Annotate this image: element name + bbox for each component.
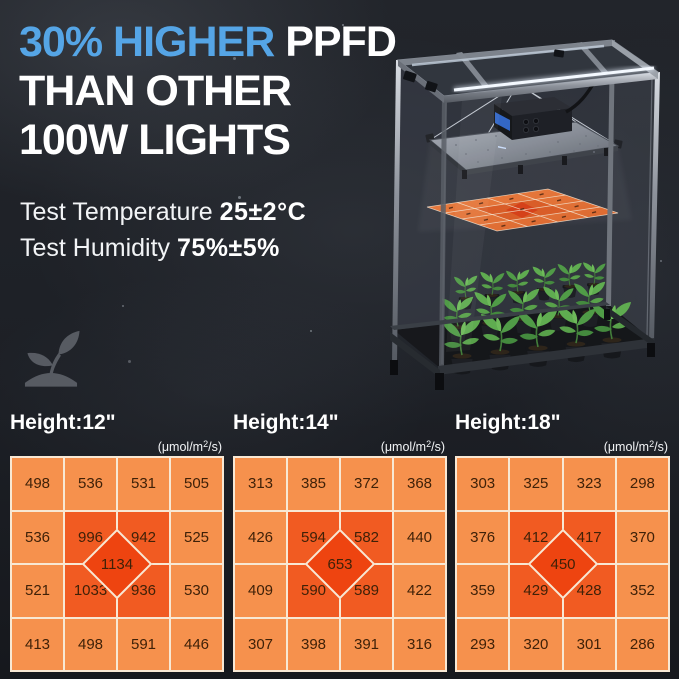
table-title: Height:18": [455, 411, 561, 434]
ppfd-grid-wrap: 313 385 372 368 426 594 582 440 409 590 589 422 307 3…: [233, 456, 447, 672]
humidity-value: 75%±5%: [176, 234, 280, 262]
glass-reflection: [446, 95, 502, 352]
table-unit-label: (μmol/m2/s): [233, 436, 447, 454]
ppfd-table-18in: Height:18" (μmol/m2/s) 303 325 323 298 376 41…: [455, 410, 670, 672]
ppfd-cell: 505: [171, 458, 222, 510]
led-tube-light-back: [411, 44, 605, 67]
dust-speck: [122, 305, 124, 307]
ppfd-cell: 359: [457, 565, 509, 617]
humidity-label: Test Humidity: [20, 234, 177, 262]
ppfd-table-14in: Height:14" (μmol/m2/s) 313 385 372 368 426 59…: [233, 410, 447, 672]
ppfd-grid-wrap: 498 536 531 505 536 996 942 525 521 1033 936 530 413…: [10, 456, 224, 672]
ppfd-cell: 320: [510, 618, 562, 670]
unit-suffix: /s): [208, 440, 222, 454]
ppfd-tables-section: Height:12" (μmol/m2/s) 498 536 531 505 536 99…: [0, 410, 679, 679]
hero-headline: 30% HIGHER PPFD THAN OTHER 100W LIGHTS: [19, 18, 397, 165]
ppfd-cell: 307: [235, 618, 286, 670]
ppfd-cell: 409: [235, 565, 286, 617]
ppfd-cell: 298: [616, 458, 668, 510]
ppfd-cell: 440: [394, 511, 445, 563]
tent-top-frame: [396, 39, 660, 103]
ppfd-center-value: 1134: [100, 555, 134, 573]
ppfd-cell: 530: [171, 565, 222, 617]
tent-frame-posts: [392, 40, 660, 368]
led-tube-light: [453, 66, 655, 92]
temperature-value: 25±2°C: [219, 198, 307, 226]
unit-prefix: (μmol/m: [157, 440, 204, 454]
table-title: Height:12": [10, 411, 116, 434]
headline-line-2: THAN OTHER: [19, 67, 292, 115]
tent-base-frame: [390, 302, 655, 390]
unit-superscript: 2: [426, 439, 432, 449]
ppfd-cell: 323: [563, 458, 615, 510]
unit-superscript: 2: [203, 439, 209, 449]
ppfd-cell: 536: [65, 458, 116, 510]
dust-speck: [310, 330, 312, 332]
unit-suffix: /s): [654, 440, 668, 454]
ppfd-grid-wrap: 303 325 323 298 376 412 417 370 359 429 428 352 293 3…: [455, 456, 670, 672]
test-temperature-row: Test Temperature 25±2°C: [20, 194, 306, 230]
headline-rest: PPFD: [274, 18, 397, 66]
ppfd-cell: 301: [563, 618, 615, 670]
ppfd-grid: 313 385 372 368 426 594 582 440 409 590 589 422 307 3…: [233, 456, 447, 672]
grow-tent-product-photo: [390, 39, 660, 390]
ppfd-cell: 936: [118, 565, 169, 617]
panel-mount-feet: [462, 148, 608, 179]
driver-buttons: [522, 118, 539, 134]
glass-edge-highlight: [646, 77, 653, 337]
ppfd-center-value: 450: [549, 555, 576, 573]
ppfd-cell: 422: [394, 565, 445, 617]
ppfd-cell: 498: [65, 618, 116, 670]
ppfd-cell: 376: [457, 511, 509, 563]
sheet-value-marks: [448, 193, 597, 227]
ppfd-cell: 531: [118, 458, 169, 510]
driver-display: [495, 112, 510, 131]
unit-prefix: (μmol/m: [603, 440, 650, 454]
ppfd-cell: 293: [457, 618, 509, 670]
ppfd-cell: 525: [171, 511, 222, 563]
ppfd-cell: 385: [288, 458, 339, 510]
headline-line-3: 100W LIGHTS: [19, 116, 291, 164]
ppfd-table-12in: Height:12" (μmol/m2/s) 498 536 531 505 536 99…: [10, 410, 224, 672]
temperature-label: Test Temperature: [20, 198, 220, 226]
ppfd-cell: 316: [394, 618, 445, 670]
ppfd-cell: 286: [616, 618, 668, 670]
ppfd-center-value: 653: [327, 555, 353, 573]
table-unit-label: (μmol/m2/s): [455, 436, 670, 454]
ppfd-cell: 372: [341, 458, 392, 510]
ppfd-cell: 352: [616, 565, 668, 617]
ppfd-cell: 391: [341, 618, 392, 670]
table-title: Height:14": [233, 411, 339, 434]
unit-superscript: 2: [649, 439, 655, 449]
headline-highlight: 30% HIGHER: [19, 18, 275, 66]
headline-line-1: 30% HIGHER PPFD: [19, 18, 397, 67]
test-conditions: Test Temperature 25±2°C Test Humidity 75…: [20, 194, 306, 266]
table-unit-label: (μmol/m2/s): [10, 436, 224, 454]
corner-brackets: [403, 49, 565, 93]
ppfd-sheet-overlay: [426, 188, 619, 232]
ppfd-cell: 498: [12, 458, 63, 510]
dust-speck: [128, 360, 131, 363]
ppfd-cell: 303: [457, 458, 509, 510]
unit-suffix: /s): [431, 440, 445, 454]
tent-right-glass: [608, 40, 658, 340]
tent-left-glass: [394, 60, 444, 368]
test-humidity-row: Test Humidity 75%±5%: [20, 230, 306, 266]
ppfd-cell: 536: [12, 511, 63, 563]
ppfd-cell: 446: [171, 618, 222, 670]
ppfd-cell: 370: [616, 511, 668, 563]
unit-prefix: (μmol/m: [380, 440, 427, 454]
ppfd-cell: 325: [510, 458, 562, 510]
ppfd-cell: 521: [12, 565, 63, 617]
seedling-sprout-icon: [24, 330, 80, 387]
tent-front-glass: [440, 72, 658, 368]
ppfd-cell: 313: [235, 458, 286, 510]
ppfd-cell: 398: [288, 618, 339, 670]
ppfd-cell: 591: [118, 618, 169, 670]
ppfd-cell: 368: [394, 458, 445, 510]
ppfd-cell: 413: [12, 618, 63, 670]
ppfd-cell: 426: [235, 511, 286, 563]
